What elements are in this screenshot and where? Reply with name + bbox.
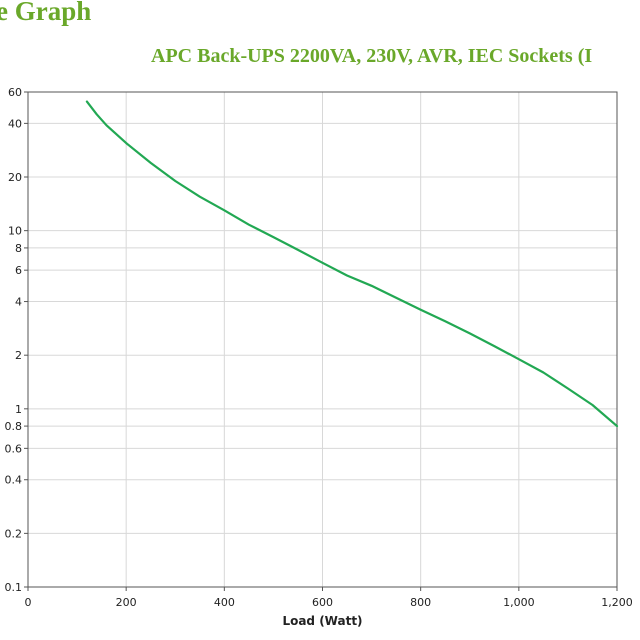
y-tick-label: 8 bbox=[15, 242, 22, 255]
x-tick-label: 0 bbox=[25, 596, 32, 609]
x-axis: 0 200 400 600 800 1,000 1,200 bbox=[25, 587, 633, 609]
y-tick-label: 60 bbox=[8, 86, 22, 99]
x-tick-label: 1,000 bbox=[503, 596, 535, 609]
y-tick-label: 0.8 bbox=[5, 420, 23, 433]
y-tick-label: 0.1 bbox=[5, 581, 23, 594]
y-axis: 0.1 0.2 0.4 0.6 0.8 1 2 4 6 8 10 20 40 60 bbox=[5, 86, 28, 594]
y-tick-label: 6 bbox=[15, 264, 22, 277]
y-tick-label: 4 bbox=[15, 296, 22, 309]
page-heading: e Graph bbox=[0, 0, 92, 26]
y-tick-label: 0.2 bbox=[5, 527, 23, 540]
x-tick-label: 400 bbox=[214, 596, 235, 609]
x-tick-label: 600 bbox=[312, 596, 333, 609]
y-tick-label: 10 bbox=[8, 225, 22, 238]
y-tick-label: 20 bbox=[8, 171, 22, 184]
x-tick-label: 1,200 bbox=[601, 596, 633, 609]
y-tick-label: 2 bbox=[15, 349, 22, 362]
x-tick-label: 200 bbox=[116, 596, 137, 609]
grid-layer bbox=[27, 91, 618, 588]
y-tick-label: 1 bbox=[15, 403, 22, 416]
y-tick-label: 40 bbox=[8, 117, 22, 130]
y-tick-label: 0.4 bbox=[5, 474, 23, 487]
chart-title: APC Back-UPS 2200VA, 230V, AVR, IEC Sock… bbox=[151, 45, 593, 67]
y-tick-label: 0.6 bbox=[5, 442, 23, 455]
runtime-series-line bbox=[85, 100, 619, 428]
x-tick-label: 800 bbox=[410, 596, 431, 609]
x-axis-label: Load (Watt) bbox=[282, 614, 362, 628]
